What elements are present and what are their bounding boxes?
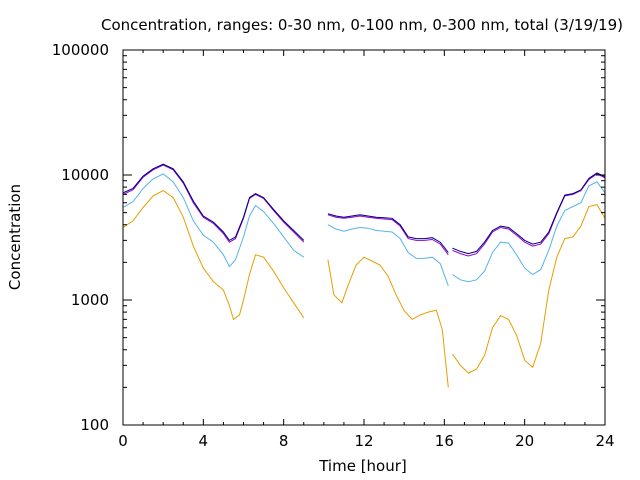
x-tick-label: 12	[354, 432, 373, 450]
series-line	[327, 256, 449, 388]
x-tick-label: 8	[279, 432, 289, 450]
x-tick-label: 20	[515, 432, 534, 450]
series-line	[122, 190, 305, 321]
y-tick-label: 100000	[52, 41, 109, 59]
chart-title: Concentration, ranges: 0-30 nm, 0-100 nm…	[101, 16, 623, 34]
x-axis-label: Time [hour]	[318, 457, 407, 475]
series-line	[327, 224, 449, 286]
series-line	[327, 214, 449, 256]
series-line	[122, 173, 305, 268]
x-tick-label: 16	[435, 432, 454, 450]
series-line	[452, 173, 606, 257]
y-axis: 100 1000 10000 100000	[52, 41, 605, 434]
y-tick-label: 100	[80, 416, 109, 434]
series-line	[122, 163, 305, 242]
series-line	[122, 164, 305, 243]
y-tick-label: 1000	[71, 291, 109, 309]
plot-frame	[122, 49, 606, 426]
x-tick-label: 0	[118, 432, 128, 450]
series-line	[452, 181, 606, 283]
x-tick-label: 4	[199, 432, 209, 450]
plot-lines	[122, 163, 606, 388]
y-axis-label: Concentration	[6, 184, 24, 290]
x-axis: 0 4 8 12 16 20 24	[118, 50, 615, 450]
series-line	[451, 204, 606, 374]
y-tick-label: 10000	[61, 166, 109, 184]
x-tick-label: 24	[595, 432, 614, 450]
series-line	[327, 213, 449, 253]
series-line	[452, 172, 606, 255]
